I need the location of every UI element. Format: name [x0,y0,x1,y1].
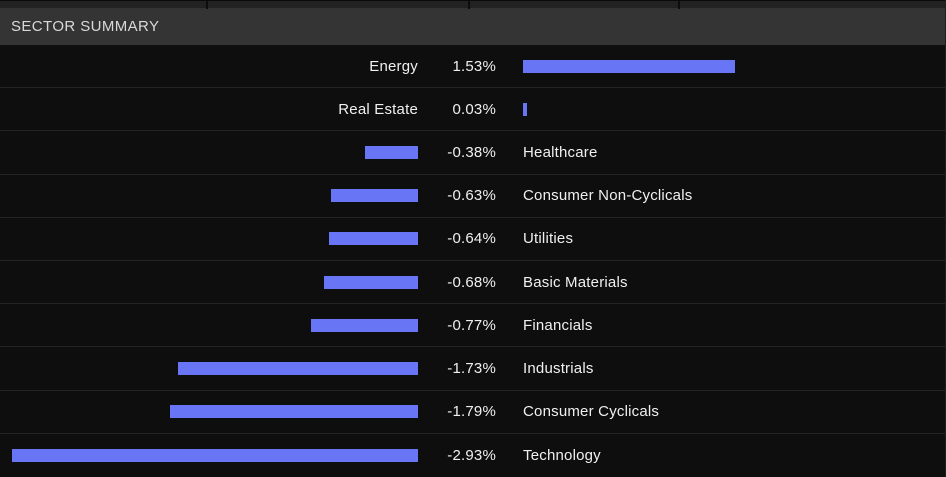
row-right-zone: Consumer Cyclicals [523,391,945,433]
sector-row[interactable]: Energy 1.53% [0,45,945,89]
row-right-zone: Financials [523,304,945,346]
row-value-zone: -2.93% [418,434,523,477]
row-right-zone: Basic Materials [523,261,945,303]
sector-label: Consumer Cyclicals [523,403,660,421]
sector-change-value: -0.63% [447,187,496,205]
row-right-zone [523,45,945,87]
row-value-zone: -0.63% [418,175,523,217]
row-value-zone: -0.77% [418,304,523,346]
row-left-zone [0,304,418,346]
sector-label: Utilities [523,230,574,248]
row-value-zone: -1.79% [418,391,523,433]
sector-change-value: -0.38% [447,143,496,161]
table-bottom-edge [0,0,945,9]
sector-bar [523,102,527,116]
sector-row[interactable]: -0.68% Basic Materials [0,260,945,305]
sector-bar [329,232,418,246]
row-left-zone [0,261,418,303]
sector-label: Basic Materials [523,273,628,291]
row-left-zone [0,175,418,217]
row-left-zone: Real Estate [0,88,418,130]
sector-bar [12,448,418,462]
row-value-zone: -1.73% [418,347,523,389]
sector-label: Real Estate [338,100,418,118]
sector-label: Technology [523,446,601,464]
row-value-zone: -0.38% [418,131,523,173]
sector-row[interactable]: Real Estate 0.03% [0,88,945,132]
sector-row[interactable]: -0.38% Healthcare [0,131,945,175]
sector-bar [178,361,418,375]
row-left-zone [0,218,418,260]
sector-change-value: 1.53% [452,57,496,75]
row-left-zone [0,391,418,433]
sector-bar [311,318,418,332]
row-value-zone: -0.68% [418,261,523,303]
row-right-zone: Consumer Non-Cyclicals [523,175,945,217]
row-value-zone: -0.64% [418,218,523,260]
sector-change-value: -2.93% [447,446,496,464]
row-left-zone [0,434,418,477]
sector-change-value: -0.77% [447,316,496,334]
sector-bar [523,59,735,73]
sector-row[interactable]: -2.93% Technology [0,433,945,477]
sector-change-value: -0.68% [447,273,496,291]
sector-row[interactable]: -0.64% Utilities [0,217,945,261]
widget-header: SECTOR SUMMARY [0,8,945,45]
widget-title: SECTOR SUMMARY [11,18,160,35]
row-left-zone: Energy [0,45,418,87]
row-right-zone: Technology [523,434,945,477]
sector-label: Consumer Non-Cyclicals [523,187,693,205]
column-divider [206,1,208,9]
row-right-zone [523,88,945,130]
row-value-zone: 1.53% [418,45,523,87]
sector-row[interactable]: -1.79% Consumer Cyclicals [0,390,945,434]
sector-bar [331,189,418,203]
sector-label: Financials [523,316,593,334]
sector-rows: Energy 1.53% Real Estate 0.03% -0.38% Healthc… [0,45,945,477]
row-left-zone [0,131,418,173]
row-right-zone: Utilities [523,218,945,260]
sector-change-value: -0.64% [447,230,496,248]
sector-label: Energy [369,57,418,75]
sector-bar [170,405,418,419]
row-value-zone: 0.03% [418,88,523,130]
sector-label: Industrials [523,359,594,377]
column-divider [468,1,470,9]
sector-bar [365,145,418,159]
sector-change-value: -1.79% [447,403,496,421]
column-divider [678,1,680,9]
sector-change-value: 0.03% [452,100,496,118]
sector-row[interactable]: -0.63% Consumer Non-Cyclicals [0,174,945,218]
sector-label: Healthcare [523,143,598,161]
sector-change-value: -1.73% [447,359,496,377]
sector-row[interactable]: -0.77% Financials [0,304,945,348]
row-right-zone: Industrials [523,347,945,389]
row-right-zone: Healthcare [523,131,945,173]
sector-row[interactable]: -1.73% Industrials [0,347,945,391]
row-left-zone [0,347,418,389]
sector-bar [324,275,418,289]
